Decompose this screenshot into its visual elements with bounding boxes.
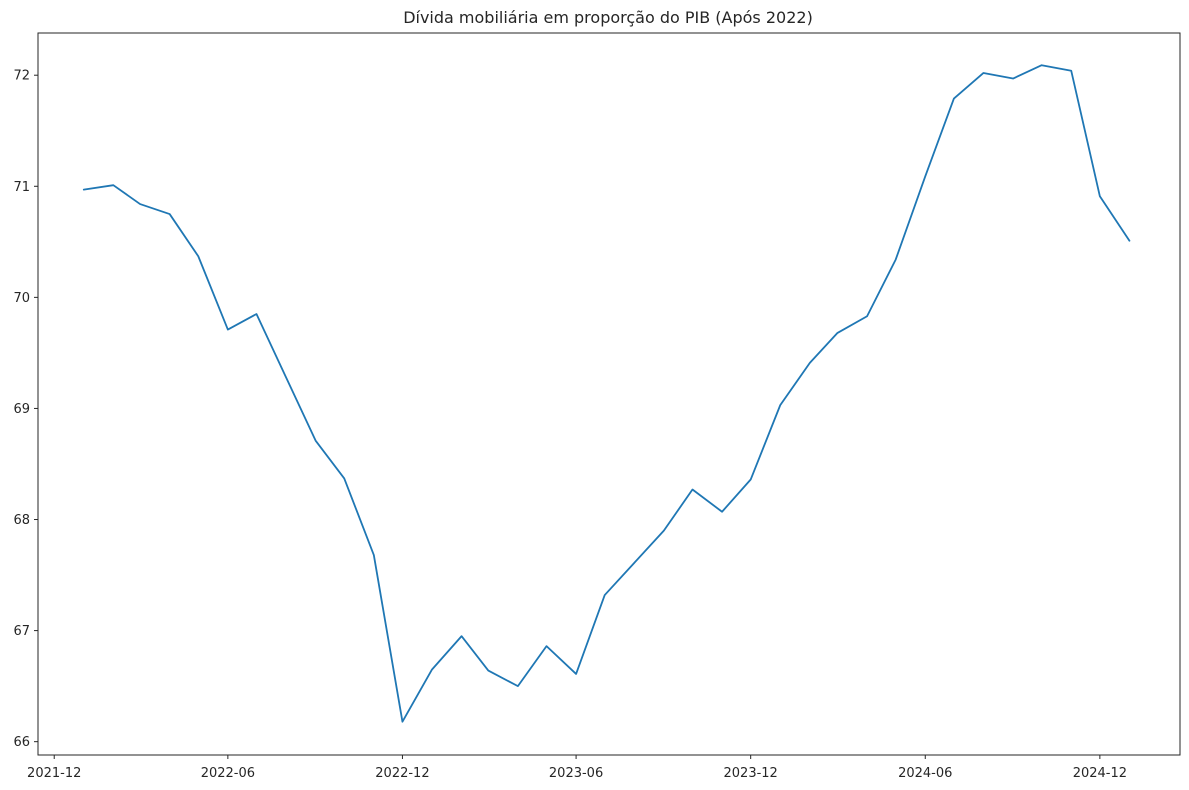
y-tick-label: 70 — [13, 291, 30, 306]
chart-title: Dívida mobiliária em proporção do PIB (A… — [403, 8, 813, 27]
x-axis-ticks: 2021-12 2022-06 2022-12 2023-06 2023-12 2024-… — [27, 755, 1127, 781]
x-tick-label: 2022-06 — [201, 766, 255, 781]
x-tick-label: 2023-12 — [724, 766, 778, 781]
y-tick-label: 67 — [13, 624, 30, 639]
y-tick-label: 66 — [13, 735, 30, 750]
y-tick-label: 71 — [13, 180, 30, 195]
series-layer — [82, 64, 1131, 723]
series-line — [82, 64, 1131, 723]
x-tick-label: 2023-06 — [549, 766, 603, 781]
y-axis-ticks: 66 67 68 69 70 71 72 — [13, 69, 38, 750]
y-tick-label: 68 — [13, 513, 30, 528]
plot-frame — [37, 32, 1181, 756]
y-tick-label: 69 — [13, 402, 30, 417]
x-tick-label: 2024-12 — [1073, 766, 1127, 781]
x-tick-label: 2024-06 — [898, 766, 952, 781]
plot-background — [38, 33, 1180, 755]
x-tick-label: 2021-12 — [27, 766, 81, 781]
y-tick-label: 72 — [13, 69, 30, 84]
x-tick-label: 2022-12 — [375, 766, 429, 781]
